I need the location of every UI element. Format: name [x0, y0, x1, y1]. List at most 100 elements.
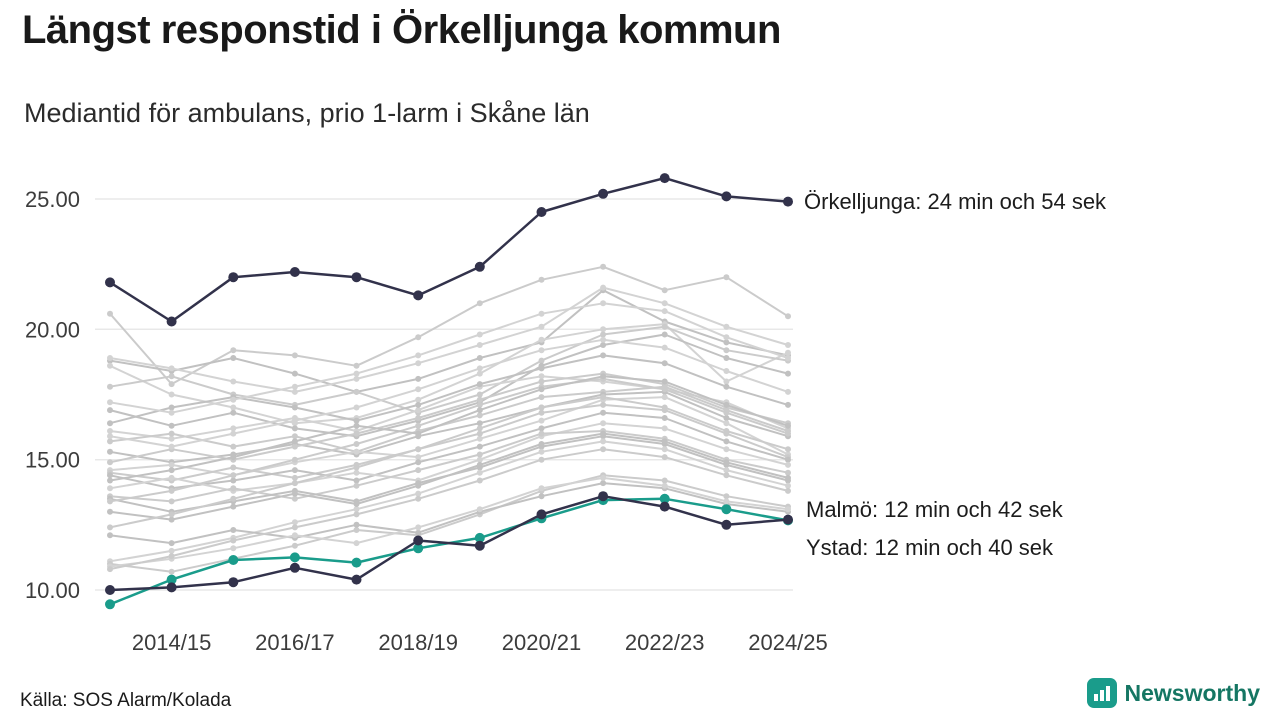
background-series-point-marker	[723, 347, 730, 354]
background-series-point-marker	[476, 461, 483, 468]
background-series-point-marker	[230, 454, 237, 461]
background-series-line	[109, 432, 789, 521]
background-series-point-marker	[107, 508, 113, 515]
background-series-line	[109, 377, 789, 503]
background-series-point-marker	[600, 438, 607, 445]
background-series-line	[109, 286, 789, 393]
background-series-point-marker	[785, 506, 791, 513]
background-series-point-marker	[476, 300, 483, 307]
background-series-point-marker	[230, 347, 237, 354]
background-series-point-marker	[476, 420, 483, 427]
background-series-point-marker	[661, 404, 668, 411]
background-series-point-marker	[291, 467, 298, 474]
background-series-point-marker	[600, 474, 607, 481]
background-series-point-marker	[661, 331, 668, 338]
background-series-point-marker	[291, 443, 298, 450]
background-series-point-marker	[785, 313, 791, 320]
background-series-point-marker	[168, 568, 175, 575]
background-series-point-marker	[291, 352, 298, 359]
y-axis-tick-label: 25.00	[25, 187, 80, 212]
background-series-point-marker	[415, 401, 422, 408]
background-series-point-marker	[168, 381, 175, 388]
background-series-point-marker	[107, 459, 113, 466]
malmo-series-point-marker	[105, 585, 115, 595]
background-series-line	[109, 448, 789, 571]
background-series-point-marker	[230, 537, 237, 544]
background-series-point-marker	[415, 334, 422, 341]
background-series-point-marker	[723, 446, 730, 453]
background-series-point-marker	[538, 310, 545, 317]
background-series-point-marker	[723, 415, 730, 421]
orkelljunga-series-point-marker	[721, 191, 732, 202]
background-series-point-marker	[476, 443, 483, 450]
background-series-point-marker	[230, 404, 237, 411]
background-series-point-marker	[538, 357, 545, 364]
background-series-point-marker	[661, 438, 668, 445]
background-series-point-marker	[476, 430, 483, 437]
background-series-point-marker	[538, 347, 545, 354]
background-series-point-marker	[291, 480, 298, 487]
background-series-point-marker	[476, 451, 483, 458]
background-series-point-marker	[107, 362, 113, 369]
x-axis-tick-label: 2020/21	[502, 630, 582, 655]
background-series-point-marker	[415, 490, 422, 497]
background-series-point-marker	[723, 420, 730, 427]
background-series-point-marker	[538, 456, 545, 463]
background-series-point-marker	[168, 511, 175, 518]
background-series-point-marker	[538, 430, 545, 437]
background-series-point-marker	[107, 524, 113, 531]
background-series-point-marker	[785, 474, 791, 481]
background-series-point-marker	[600, 480, 607, 487]
background-series-point-marker	[661, 394, 668, 401]
newsworthy-brand: Newsworthy	[1086, 678, 1260, 708]
background-series-point-marker	[415, 459, 422, 466]
background-series-point-marker	[107, 383, 113, 390]
background-series-point-marker	[168, 373, 175, 380]
background-series-point-marker	[230, 477, 237, 484]
background-series-point-marker	[168, 467, 175, 474]
background-series-point-marker	[291, 519, 298, 526]
background-series-point-marker	[353, 375, 360, 382]
background-series-point-marker	[107, 477, 113, 484]
background-series-point-marker	[600, 352, 607, 359]
background-series-point-marker	[107, 438, 113, 445]
background-series-point-marker	[723, 378, 730, 385]
background-series-point-marker	[661, 454, 668, 461]
malmo-series-point-marker	[783, 514, 793, 525]
background-series-point-marker	[353, 464, 360, 471]
background-series-point-marker	[107, 498, 113, 505]
background-series-point-marker	[107, 448, 113, 455]
background-series-point-marker	[168, 443, 175, 450]
background-series-point-marker	[168, 435, 175, 442]
background-series-point-marker	[230, 409, 237, 416]
background-series-line	[109, 396, 789, 529]
background-series-point-marker	[538, 417, 545, 424]
background-series-point-marker	[600, 420, 607, 427]
background-series-point-marker	[353, 388, 360, 395]
background-series-point-marker	[415, 375, 422, 382]
background-series-point-marker	[291, 425, 298, 432]
background-series-line	[109, 403, 789, 482]
background-series-line	[109, 354, 789, 425]
background-series-point-marker	[538, 404, 545, 411]
malmo-series-line	[108, 494, 790, 592]
background-series-point-marker	[230, 472, 237, 479]
background-series-point-marker	[476, 425, 483, 432]
background-series-point-marker	[723, 409, 730, 416]
background-series-point-marker	[291, 370, 298, 377]
background-series-point-marker	[723, 472, 730, 479]
background-series-point-marker	[661, 323, 668, 330]
background-series-point-marker	[107, 472, 113, 479]
background-series-point-marker	[415, 430, 422, 437]
background-series-line	[109, 396, 789, 477]
background-series-point-marker	[785, 482, 791, 489]
background-series-point-marker	[600, 263, 607, 270]
ystad-series-point-marker	[351, 557, 362, 568]
background-series-point-marker	[168, 547, 175, 554]
annotation-ystad: Ystad: 12 min och 40 sek	[806, 535, 1054, 560]
background-series-point-marker	[600, 394, 607, 401]
background-series-point-marker	[107, 310, 113, 317]
background-series-line	[109, 302, 789, 414]
background-series-point-marker	[230, 355, 237, 361]
background-series-line	[109, 323, 789, 425]
